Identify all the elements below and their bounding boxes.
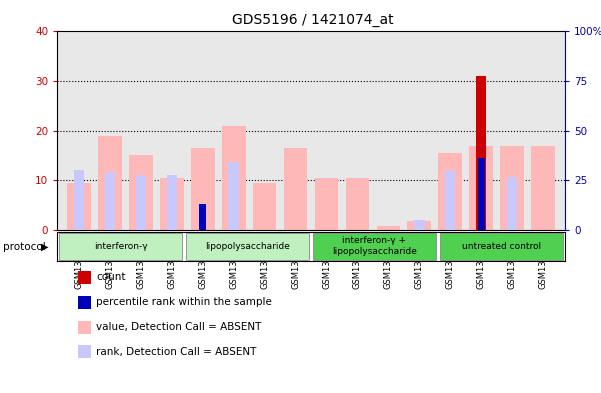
Bar <box>222 126 246 230</box>
Bar <box>445 171 456 230</box>
Bar <box>439 233 563 260</box>
Bar <box>439 153 462 230</box>
Bar <box>346 178 370 230</box>
Bar <box>136 175 146 230</box>
Bar <box>59 233 183 260</box>
Bar <box>478 158 485 230</box>
Text: count: count <box>96 272 126 283</box>
Bar <box>477 76 486 230</box>
Bar <box>199 204 206 230</box>
Bar <box>313 233 436 260</box>
Bar <box>501 145 524 230</box>
Bar <box>186 233 310 260</box>
Bar <box>469 145 493 230</box>
Text: interferon-γ: interferon-γ <box>94 242 147 250</box>
Bar <box>284 148 308 230</box>
Text: interferon-γ +
lipopolysaccharide: interferon-γ + lipopolysaccharide <box>332 236 417 256</box>
Text: protocol: protocol <box>3 242 46 252</box>
Bar <box>531 145 555 230</box>
Text: percentile rank within the sample: percentile rank within the sample <box>96 297 272 307</box>
Bar <box>507 177 517 230</box>
Bar <box>314 178 338 230</box>
Bar <box>191 148 215 230</box>
Text: GDS5196 / 1421074_at: GDS5196 / 1421074_at <box>232 13 393 27</box>
Bar <box>67 183 91 230</box>
Text: untreated control: untreated control <box>462 242 541 250</box>
Bar <box>105 173 115 230</box>
Text: rank, Detection Call = ABSENT: rank, Detection Call = ABSENT <box>96 347 257 357</box>
Bar <box>160 178 183 230</box>
Bar <box>407 221 432 230</box>
Text: value, Detection Call = ABSENT: value, Detection Call = ABSENT <box>96 322 261 332</box>
Bar <box>166 175 177 230</box>
Bar <box>228 162 239 230</box>
Bar <box>129 156 153 230</box>
Bar <box>252 183 276 230</box>
Text: lipopolysaccharide: lipopolysaccharide <box>205 242 290 250</box>
Bar <box>376 226 400 230</box>
Bar <box>74 171 84 230</box>
Text: ▶: ▶ <box>41 242 48 252</box>
Bar <box>98 136 121 230</box>
Bar <box>414 220 424 230</box>
